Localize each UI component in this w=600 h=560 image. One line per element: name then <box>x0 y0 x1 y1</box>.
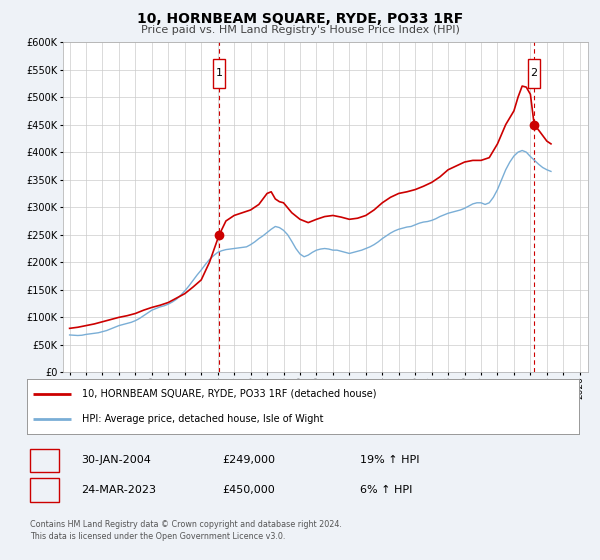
Text: Contains HM Land Registry data © Crown copyright and database right 2024.: Contains HM Land Registry data © Crown c… <box>30 520 342 529</box>
Text: 2: 2 <box>530 68 538 78</box>
Text: 24-MAR-2023: 24-MAR-2023 <box>81 485 156 495</box>
Text: 1: 1 <box>215 68 223 78</box>
Text: Price paid vs. HM Land Registry's House Price Index (HPI): Price paid vs. HM Land Registry's House … <box>140 25 460 35</box>
FancyBboxPatch shape <box>213 59 225 88</box>
Text: HPI: Average price, detached house, Isle of Wight: HPI: Average price, detached house, Isle… <box>82 414 324 424</box>
Text: 30-JAN-2004: 30-JAN-2004 <box>81 455 151 465</box>
Text: £249,000: £249,000 <box>222 455 275 465</box>
Text: 2: 2 <box>41 485 48 495</box>
Text: This data is licensed under the Open Government Licence v3.0.: This data is licensed under the Open Gov… <box>30 532 286 541</box>
Text: 10, HORNBEAM SQUARE, RYDE, PO33 1RF: 10, HORNBEAM SQUARE, RYDE, PO33 1RF <box>137 12 463 26</box>
Text: 1: 1 <box>41 455 48 465</box>
Text: 19% ↑ HPI: 19% ↑ HPI <box>360 455 419 465</box>
Text: 6% ↑ HPI: 6% ↑ HPI <box>360 485 412 495</box>
FancyBboxPatch shape <box>528 59 541 88</box>
Text: £450,000: £450,000 <box>222 485 275 495</box>
Text: 10, HORNBEAM SQUARE, RYDE, PO33 1RF (detached house): 10, HORNBEAM SQUARE, RYDE, PO33 1RF (det… <box>82 389 377 399</box>
